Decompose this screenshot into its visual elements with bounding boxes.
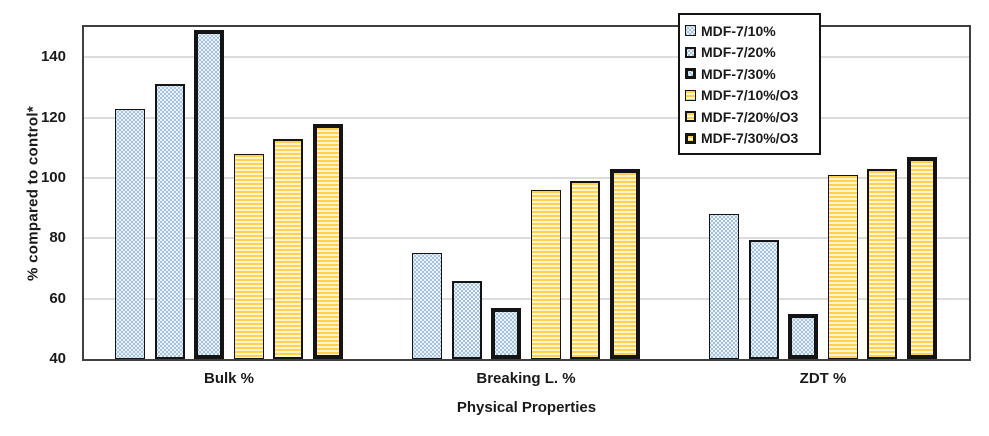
legend-item: MDF-7/10% bbox=[685, 20, 814, 42]
bar bbox=[154, 84, 185, 359]
x-category-label: Bulk % bbox=[203, 370, 254, 387]
legend-item: MDF-7/10%/O3 bbox=[685, 85, 814, 107]
y-tick-label: 60 bbox=[49, 289, 66, 307]
legend-item: MDF-7/20%/O3 bbox=[685, 106, 814, 128]
bar bbox=[867, 168, 898, 359]
y-tick-label: 120 bbox=[40, 108, 66, 126]
y-axis-title: % compared to control* bbox=[24, 106, 42, 281]
legend-swatch bbox=[685, 132, 696, 144]
bar bbox=[233, 153, 264, 359]
bar bbox=[115, 108, 145, 359]
legend-label: MDF-7/30%/O3 bbox=[701, 130, 799, 147]
bar bbox=[827, 174, 858, 359]
bar bbox=[570, 180, 601, 359]
legend-label: MDF-7/30% bbox=[701, 65, 776, 82]
legend-swatch bbox=[685, 46, 696, 58]
bar bbox=[530, 189, 561, 359]
legend-swatch bbox=[685, 111, 696, 123]
legend-label: MDF-7/10%/O3 bbox=[701, 87, 799, 104]
gridline bbox=[84, 237, 969, 240]
bar bbox=[709, 214, 739, 359]
legend-swatch bbox=[685, 25, 696, 37]
x-category-label: Breaking L. % bbox=[476, 370, 576, 387]
legend-item: MDF-7/30% bbox=[685, 63, 814, 85]
bar bbox=[412, 253, 442, 359]
legend-swatch bbox=[685, 89, 696, 101]
bar bbox=[451, 280, 482, 359]
gridline bbox=[84, 56, 969, 59]
gridline bbox=[84, 116, 969, 119]
y-tick-label: 140 bbox=[40, 48, 66, 66]
bar bbox=[907, 156, 937, 359]
bar bbox=[788, 313, 819, 359]
gridline bbox=[84, 176, 969, 179]
legend-swatch bbox=[685, 68, 696, 80]
legend-item: MDF-7/30%/O3 bbox=[685, 128, 814, 150]
legend-label: MDF-7/20% bbox=[701, 44, 776, 61]
legend-label: MDF-7/20%/O3 bbox=[701, 108, 799, 125]
y-tick-label: 40 bbox=[49, 350, 66, 367]
legend-item: MDF-7/20% bbox=[685, 42, 814, 64]
bar bbox=[610, 168, 640, 359]
x-category-label: ZDT % bbox=[799, 370, 847, 387]
bar bbox=[491, 307, 522, 359]
legend-label: MDF-7/10% bbox=[701, 22, 776, 39]
gridline bbox=[84, 297, 969, 300]
plot-area bbox=[82, 25, 971, 361]
y-tick-label: 100 bbox=[40, 168, 66, 186]
bar bbox=[273, 138, 304, 359]
x-axis-title: Physical Properties bbox=[456, 399, 597, 416]
bar bbox=[748, 239, 779, 359]
chart-legend: MDF-7/10% MDF-7/20% MDF-7/30% MDF-7/10%/O3 M… bbox=[678, 13, 821, 155]
y-tick-label: 80 bbox=[49, 229, 66, 247]
bar bbox=[313, 123, 343, 359]
bar bbox=[194, 30, 225, 359]
